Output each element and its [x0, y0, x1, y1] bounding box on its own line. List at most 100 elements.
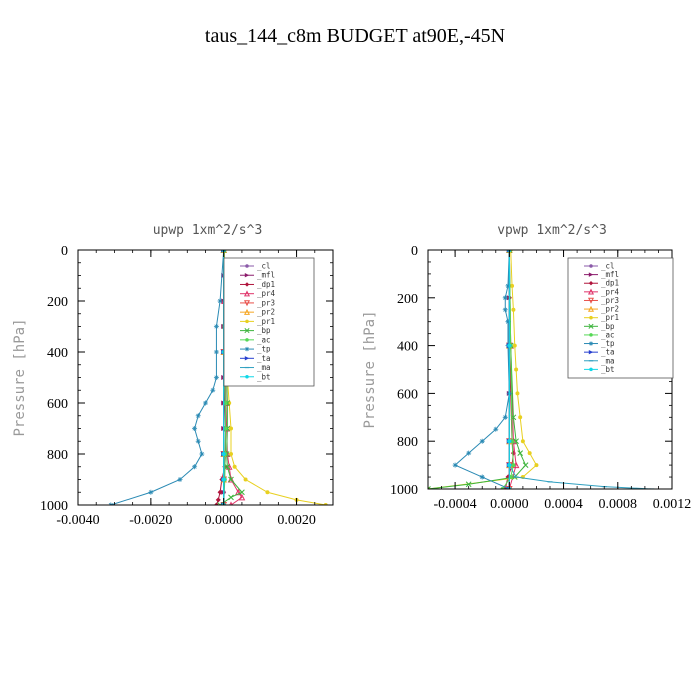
- chart-panel-1: upwp 1xm^2/s^3 Pressure [hPa] -0.0040 -0.00…: [12, 223, 334, 528]
- legend-marker-pr1: [589, 315, 593, 320]
- legend-label-pr3: _pr3: [601, 296, 619, 305]
- legend-label-pr1: _pr1: [257, 317, 275, 326]
- data-point-tp: [505, 283, 511, 289]
- data-point-pr1: [534, 463, 539, 468]
- legend-marker-ac: [245, 338, 249, 342]
- legend-label-bp: _bp: [257, 326, 271, 335]
- data-point-pr1: [243, 477, 248, 482]
- legend-label-dp1: _dp1: [601, 279, 619, 288]
- data-point-tp: [493, 426, 499, 432]
- data-point-ac: [223, 426, 228, 431]
- data-point-pr4: [234, 488, 242, 496]
- legend-label-cl: _cl: [257, 262, 271, 271]
- legend-label-mfl: _mfl: [601, 270, 619, 279]
- panel-title: upwp 1xm^2/s^3: [153, 223, 263, 238]
- legend-box: [567, 257, 674, 379]
- data-point-bp: [239, 489, 245, 496]
- legend-label-ta: _ta: [601, 348, 615, 357]
- data-point-dp1: [213, 502, 219, 505]
- data-point-bp: [465, 481, 472, 488]
- y-tick-label: 1000: [390, 483, 418, 498]
- legend-marker-pr3: [243, 300, 251, 307]
- data-point-tp: [203, 400, 208, 406]
- data-point-bp: [513, 438, 519, 445]
- x-tick-label: 0.0000: [490, 497, 529, 512]
- legend-label-tp: _tp: [601, 339, 615, 348]
- legend-marker-bt: [589, 367, 593, 372]
- legend-label-ma: _ma: [601, 356, 615, 365]
- legend-marker-bt: [245, 375, 249, 379]
- legend-marker-pr4: [243, 290, 251, 297]
- data-point-dp1: [217, 489, 223, 495]
- data-point-pr1: [518, 415, 523, 420]
- data-point-tp: [192, 426, 198, 431]
- x-tick-label: 0.0012: [653, 497, 692, 512]
- data-point-pr4: [238, 493, 246, 501]
- data-point-tp: [502, 307, 508, 313]
- data-point-tp: [192, 464, 198, 470]
- legend: _cl_mfl_dp1_pr4_pr3_pr2_pr1_bp_ac_tp_ta_…: [567, 257, 674, 379]
- y-tick-label: 400: [47, 346, 68, 361]
- data-point-tp: [177, 477, 183, 482]
- y-tick-label: 1000: [40, 499, 68, 514]
- data-point-tp: [502, 295, 508, 301]
- data-point-bp: [228, 476, 234, 483]
- x-tick-label: 0.0000: [204, 513, 243, 528]
- series-line-tp: [110, 250, 225, 505]
- legend-marker-pr4: [587, 288, 595, 295]
- legend-marker-mfl: [588, 272, 594, 277]
- data-point-ac: [223, 401, 228, 405]
- series-line-pr1: [428, 250, 538, 489]
- legend-label-ac: _ac: [257, 335, 271, 344]
- data-point-bt: [221, 452, 226, 456]
- data-point-tp: [452, 462, 458, 468]
- y-tick-label: 400: [397, 340, 418, 355]
- legend-box: [223, 257, 315, 387]
- y-tick-label: 600: [47, 397, 68, 412]
- y-tick-label: 800: [47, 448, 68, 463]
- legend-label-bp: _bp: [601, 322, 615, 331]
- data-point-pr1: [512, 343, 517, 348]
- x-tick-label: -0.0020: [129, 513, 172, 528]
- legend-label-cl: _cl: [601, 262, 615, 271]
- x-tick-label: 0.0004: [544, 497, 583, 512]
- panels: upwp 1xm^2/s^3 Pressure [hPa] -0.0040 -0.00…: [12, 223, 691, 528]
- data-point-ac: [511, 463, 516, 468]
- data-point-pr1: [265, 490, 270, 495]
- chart-panel-2: vpwp 1xm^2/s^3 Pressure [hPa] -0.0004 0.000…: [362, 223, 691, 512]
- panel-title: vpwp 1xm^2/s^3: [497, 223, 607, 238]
- data-point-tp: [195, 438, 201, 444]
- x-tick-label: 0.0020: [277, 513, 316, 528]
- data-point-tp: [479, 438, 485, 444]
- data-point-pr1: [515, 391, 520, 396]
- y-tick-label: 0: [61, 244, 68, 259]
- data-point-tp: [210, 387, 216, 393]
- y-axis-label: Pressure [hPa]: [12, 318, 28, 436]
- data-point-pr1: [514, 367, 519, 372]
- legend-label-pr2: _pr2: [601, 305, 619, 314]
- y-axis-label: Pressure [hPa]: [362, 310, 378, 428]
- legend-marker-pr3: [587, 297, 595, 304]
- legend-label-ac: _ac: [601, 330, 615, 339]
- legend-marker-cl: [589, 264, 593, 268]
- legend-label-pr2: _pr2: [257, 308, 275, 317]
- legend-marker-ta: [588, 349, 594, 355]
- data-point-dp1: [215, 497, 221, 503]
- data-point-bt: [507, 463, 512, 468]
- data-point-bp: [522, 462, 529, 468]
- data-point-bp: [428, 486, 431, 489]
- legend-label-ma: _ma: [257, 363, 271, 372]
- data-point-tp: [195, 413, 201, 419]
- data-point-pr1: [232, 464, 237, 469]
- data-point-bt: [221, 477, 226, 482]
- data-point-pr1: [520, 439, 525, 444]
- legend-label-tp: _tp: [257, 345, 271, 354]
- data-point-bp: [517, 450, 524, 457]
- data-point-pr4: [227, 475, 235, 483]
- data-point-bp: [224, 463, 231, 470]
- series-group: [108, 250, 328, 505]
- data-point-tp: [213, 349, 219, 355]
- legend-label-pr4: _pr4: [257, 289, 276, 298]
- legend-label-pr3: _pr3: [257, 298, 275, 307]
- data-point-pr1: [229, 426, 233, 431]
